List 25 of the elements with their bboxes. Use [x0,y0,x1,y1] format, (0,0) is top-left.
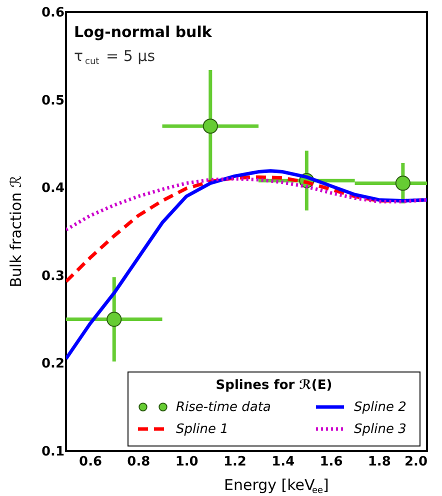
legend-label: Rise-time data [176,400,271,415]
x-tick-label: 1.2 [223,454,246,470]
x-tick-label: 1.8 [368,454,391,470]
x-tick-label: 0.6 [79,454,102,470]
legend-label: Spline 1 [176,422,228,437]
x-tick-label: 1.0 [175,454,198,470]
y-axis-title: Bulk fraction ℛ [7,176,25,288]
y-tick-label: 0.6 [41,6,64,20]
y-tick-label: 0.3 [41,268,64,284]
legend-label: Spline 2 [354,400,406,415]
y-tick-label: 0.4 [41,181,64,196]
legend-label: Spline 3 [354,422,406,437]
text: Log-normal bulk [74,23,213,41]
y-tick-label: 0.1 [41,444,64,460]
point [106,312,122,327]
x-tick-label: 2.0 [404,454,428,470]
y-tick-label: 0.2 [41,356,64,372]
x-tick-label: 0.8 [127,454,150,470]
point [202,118,218,134]
legend-title: Splines for ℛ(E) [216,378,332,393]
x-tick-label: 1.6 [320,454,343,470]
y-tick-label: 0.5 [41,93,64,108]
line-series [66,169,427,361]
x-tick-label: 1.4 [272,454,295,470]
point [395,176,411,191]
